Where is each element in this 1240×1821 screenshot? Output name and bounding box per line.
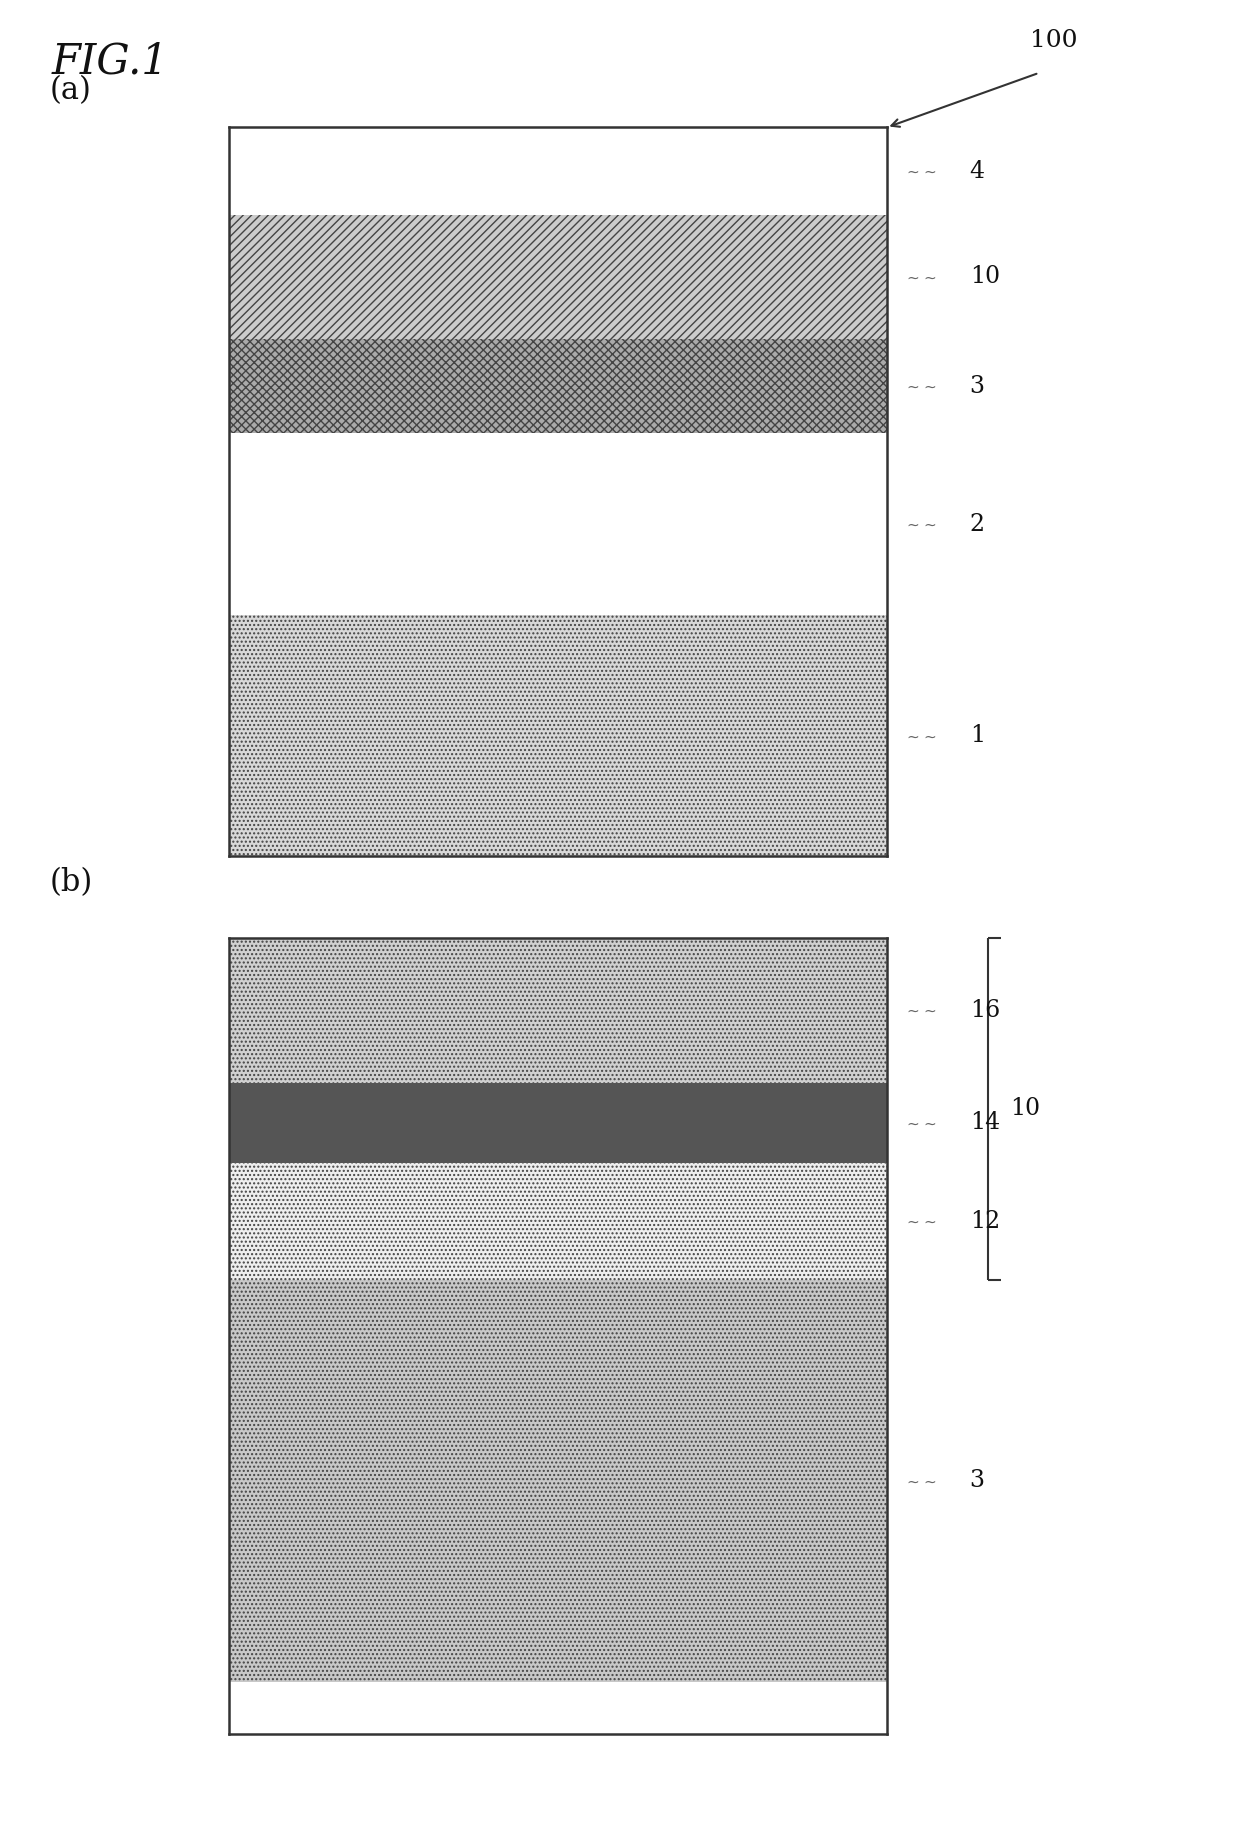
Text: $\sim\!\sim$: $\sim\!\sim$ — [904, 164, 936, 178]
Text: FIG.1: FIG.1 — [52, 40, 169, 82]
Text: 100: 100 — [1030, 29, 1078, 51]
Text: 10: 10 — [1011, 1098, 1040, 1120]
Text: 2: 2 — [970, 514, 985, 535]
Text: (b): (b) — [50, 867, 93, 898]
Text: 3: 3 — [970, 1470, 985, 1493]
Text: 4: 4 — [970, 160, 985, 182]
Text: 16: 16 — [970, 1000, 999, 1022]
Text: $\sim\!\sim$: $\sim\!\sim$ — [904, 379, 936, 393]
Text: 10: 10 — [970, 266, 999, 288]
Text: $\sim\!\sim$: $\sim\!\sim$ — [904, 517, 936, 532]
Text: 14: 14 — [970, 1111, 999, 1134]
Text: 3: 3 — [970, 375, 985, 397]
Text: 12: 12 — [970, 1209, 999, 1233]
Text: $\sim\!\sim$: $\sim\!\sim$ — [904, 270, 936, 284]
Text: $\sim\!\sim$: $\sim\!\sim$ — [904, 1003, 936, 1018]
Text: $\sim\!\sim$: $\sim\!\sim$ — [904, 728, 936, 743]
Text: (a): (a) — [50, 75, 92, 106]
Text: $\sim\!\sim$: $\sim\!\sim$ — [904, 1213, 936, 1229]
Text: $\sim\!\sim$: $\sim\!\sim$ — [904, 1114, 936, 1131]
Text: $\sim\!\sim$: $\sim\!\sim$ — [904, 1473, 936, 1488]
Text: 1: 1 — [970, 725, 985, 747]
